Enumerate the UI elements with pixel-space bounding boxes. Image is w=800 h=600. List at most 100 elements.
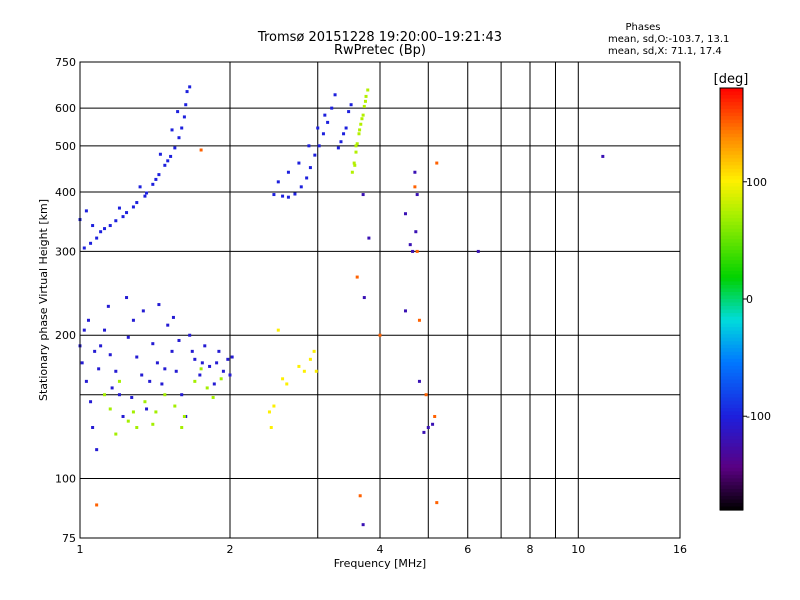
data-point	[347, 110, 351, 114]
colorbar-segment	[720, 302, 743, 307]
colorbar-segment	[720, 204, 743, 209]
colorbar-segment	[720, 154, 743, 159]
colorbar-segment	[720, 221, 743, 226]
data-point	[276, 328, 280, 332]
data-point	[378, 333, 382, 337]
data-point	[198, 373, 202, 377]
x-tick-label: 8	[527, 543, 534, 556]
data-point	[219, 377, 223, 381]
stats-o: mean, sd,O:-103.7, 13.1	[608, 34, 729, 45]
colorbar-segment	[720, 467, 743, 472]
data-point	[476, 249, 480, 253]
x-tick-label: 1	[77, 543, 84, 556]
colorbar-segment	[720, 168, 743, 173]
data-point	[333, 93, 337, 97]
data-point	[188, 85, 192, 89]
data-point	[297, 161, 301, 165]
data-point	[308, 166, 312, 170]
data-point	[208, 364, 212, 368]
colorbar-segment	[720, 116, 743, 121]
data-point	[145, 407, 149, 411]
data-point	[138, 185, 142, 189]
colorbar-segment	[720, 246, 743, 251]
data-point	[103, 227, 107, 231]
y-tick-label: 400	[55, 186, 76, 199]
data-point	[193, 357, 197, 361]
colorbar-segment	[720, 193, 743, 198]
colorbar-segment	[720, 239, 743, 244]
data-point	[200, 361, 204, 365]
data-point	[414, 230, 418, 234]
colorbar-segment	[720, 274, 743, 279]
colorbar-segment	[720, 400, 743, 406]
y-tick-label: 500	[55, 140, 76, 153]
colorbar-segment	[720, 253, 743, 258]
data-point	[166, 323, 170, 327]
colorbar-segment	[720, 144, 743, 149]
data-point	[184, 103, 188, 107]
colorbar-segment	[720, 91, 743, 96]
data-point	[361, 523, 365, 527]
y-tick-label: 100	[55, 473, 76, 486]
colorbar-segment	[720, 506, 743, 511]
colorbar-tick-label: 100	[746, 176, 767, 189]
colorbar	[720, 88, 743, 511]
colorbar-tick-label: 0	[746, 293, 753, 306]
colorbar-segment	[720, 284, 743, 290]
data-point	[171, 315, 175, 319]
colorbar-label: [deg]	[714, 72, 749, 87]
data-point	[121, 215, 125, 219]
data-point	[95, 236, 99, 240]
data-point	[230, 355, 234, 359]
data-point	[426, 425, 430, 429]
data-point	[145, 191, 149, 195]
colorbar-segment	[720, 478, 743, 483]
data-point	[336, 146, 340, 150]
colorbar-segment	[720, 200, 743, 205]
colorbar-segment	[720, 256, 743, 261]
data-point	[177, 338, 181, 342]
data-point	[422, 430, 426, 434]
data-point	[366, 88, 370, 92]
x-axis-label: Frequency [MHz]	[334, 557, 426, 570]
colorbar-segment	[720, 105, 743, 110]
data-point	[307, 144, 311, 148]
x-tick-label: 2	[227, 543, 234, 556]
data-point	[269, 425, 273, 429]
colorbar-segment	[720, 390, 743, 395]
data-point	[316, 126, 320, 130]
data-point	[82, 246, 86, 250]
colorbar-segment	[720, 165, 743, 170]
data-point	[185, 90, 189, 94]
data-point	[160, 382, 164, 386]
colorbar-segment	[720, 502, 743, 508]
colorbar-segment	[720, 102, 743, 107]
data-point	[435, 501, 439, 505]
colorbar-segment	[720, 175, 743, 181]
data-point	[151, 182, 155, 186]
colorbar-segment	[720, 471, 743, 476]
colorbar-segment	[720, 109, 743, 114]
data-point	[99, 230, 103, 234]
data-point	[431, 422, 435, 426]
data-points	[78, 85, 605, 527]
data-point	[117, 379, 121, 383]
data-point	[106, 304, 110, 308]
colorbar-segment	[720, 464, 743, 469]
data-point	[215, 361, 219, 365]
colorbar-segment	[720, 95, 743, 100]
data-point	[173, 404, 177, 408]
colorbar-segment	[720, 260, 743, 265]
data-point	[276, 180, 280, 184]
colorbar-segment	[720, 379, 743, 384]
data-point	[174, 369, 178, 373]
data-point	[415, 249, 419, 253]
data-point	[82, 328, 86, 332]
colorbar-segment	[720, 112, 743, 117]
colorbar-segment	[720, 270, 743, 275]
data-point	[108, 407, 112, 411]
data-point	[349, 103, 353, 107]
colorbar-segment	[720, 474, 743, 479]
colorbar-segment	[720, 235, 743, 240]
